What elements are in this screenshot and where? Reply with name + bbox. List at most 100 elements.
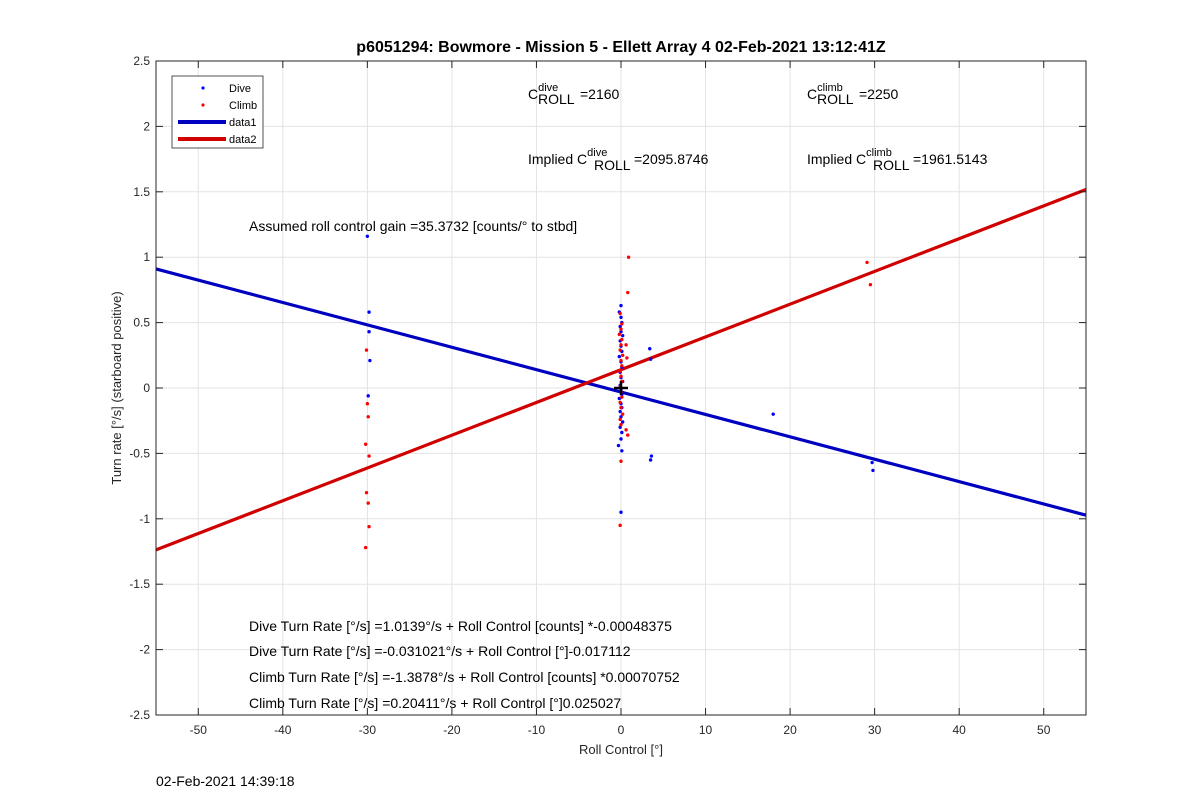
climb-point <box>620 412 625 416</box>
climb-point <box>620 395 624 399</box>
y-tick-label: -2 <box>139 643 150 657</box>
svg-text:Implied Cclimb: Implied Cclimb <box>807 147 892 167</box>
x-tick-label: 20 <box>783 723 797 737</box>
climb-point <box>619 374 623 378</box>
climb-point <box>363 545 368 550</box>
dive-point <box>366 394 370 398</box>
c-roll-dive-annotation: Cdive ROLL =2160 <box>528 82 620 107</box>
x-tick-label: -30 <box>359 723 377 737</box>
climb-point <box>618 400 622 405</box>
c-dive-value: =2160 <box>580 86 620 102</box>
climb-point <box>366 415 370 419</box>
dive-point <box>618 324 622 329</box>
climb-point <box>618 311 622 316</box>
y-tick-label: 2.5 <box>133 54 150 68</box>
climb-point <box>618 523 622 528</box>
y-axis-label: Turn rate [°/s] (starboard positive) <box>109 291 124 484</box>
x-tick-label: 10 <box>699 723 713 737</box>
climb-point <box>364 348 369 352</box>
climb-point <box>626 255 631 259</box>
climb-point <box>367 454 371 458</box>
climb-point <box>366 501 370 505</box>
x-tick-label: 30 <box>868 723 882 737</box>
svg-text:Cdive: Cdive <box>528 82 558 102</box>
legend-dive-label: Dive <box>229 83 251 95</box>
y-tick-label: -2.5 <box>129 708 150 722</box>
y-tick-label: 0.5 <box>133 316 150 330</box>
implied-climb-value: =1961.5143 <box>913 151 988 167</box>
dive-point <box>648 458 653 462</box>
implied-climb-annotation: Implied Cclimb ROLL =1961.5143 <box>807 147 988 173</box>
dive-point <box>620 420 625 424</box>
c-roll-climb-annotation: Cclimb ROLL =2250 <box>807 82 899 107</box>
legend-box <box>171 75 264 149</box>
climb-point <box>619 405 623 410</box>
climb-point <box>626 290 630 295</box>
c-climb-sub: ROLL <box>817 91 854 107</box>
footer-timestamp: 02-Feb-2021 14:39:18 <box>156 773 295 789</box>
dive-point <box>619 303 623 308</box>
dive-point <box>619 415 623 419</box>
svg-text:Implied Cdive: Implied Cdive <box>528 147 607 167</box>
dive-point <box>649 454 654 458</box>
implied-climb-sup: climb <box>866 147 892 159</box>
y-tick-label: 1.5 <box>133 185 150 199</box>
x-tick-label: -40 <box>274 723 292 737</box>
dive-degrees-equation: Dive Turn Rate [°/s] =-0.031021°/s + Rol… <box>249 643 631 659</box>
climb-point <box>624 428 628 432</box>
c-dive-sub: ROLL <box>538 91 575 107</box>
climb-point <box>868 282 873 287</box>
tick-marks <box>156 60 1086 716</box>
dive-point <box>771 412 775 416</box>
dive-point <box>870 460 874 465</box>
c-climb-value: =2250 <box>859 86 899 102</box>
svg-text:Cclimb: Cclimb <box>807 82 843 102</box>
y-tick-label: -1.5 <box>129 577 150 591</box>
climb-point <box>620 364 624 368</box>
x-tick-label: -10 <box>528 723 546 737</box>
climb-degrees-equation: Climb Turn Rate [°/s] =0.20411°/s + Roll… <box>249 695 621 711</box>
y-tick-label: 1 <box>143 250 150 264</box>
dive-point <box>619 510 623 514</box>
implied-climb-prefix: Implied C <box>807 151 866 167</box>
dive-point <box>648 347 652 351</box>
legend-climb-label: Climb <box>229 100 257 112</box>
dive-point <box>368 358 372 363</box>
climb-point <box>865 260 869 265</box>
implied-dive-sub: ROLL <box>594 157 631 173</box>
climb-point <box>363 442 368 446</box>
climb-point <box>619 358 623 363</box>
climb-point <box>624 343 628 347</box>
plot-area <box>155 188 1087 552</box>
x-tick-label: 0 <box>618 723 625 737</box>
dive-counts-equation: Dive Turn Rate [°/s] =1.0139°/s + Roll C… <box>249 618 672 634</box>
climb-point <box>367 524 371 529</box>
dive-point <box>619 315 623 320</box>
legend-climb-marker <box>201 103 205 107</box>
dive-point <box>367 330 371 334</box>
dive-point <box>365 234 370 238</box>
climb-point <box>626 433 630 437</box>
climb-point <box>619 327 623 331</box>
x-axis-label: Roll Control [°] <box>579 742 663 757</box>
y-tick-label: 2 <box>143 119 150 133</box>
dive-point <box>620 430 624 435</box>
legend-data2-label: data2 <box>229 134 257 146</box>
x-tick-label: -50 <box>190 723 208 737</box>
climb-point <box>618 417 622 422</box>
dive-point <box>367 310 371 314</box>
c-dive-sup: dive <box>538 82 558 94</box>
dive-point <box>620 333 625 338</box>
legend-data1-label: data1 <box>229 117 257 129</box>
legend: Dive Climb data1 data2 <box>171 75 264 149</box>
x-tick-label: -20 <box>443 723 461 737</box>
implied-dive-sup: dive <box>587 147 607 159</box>
c-climb-sup: climb <box>817 82 843 94</box>
dive-point <box>648 357 653 361</box>
climb-point <box>619 422 623 427</box>
climb-point <box>619 459 623 463</box>
dive-point <box>620 449 624 453</box>
climb-point <box>619 343 623 347</box>
dive-point <box>619 437 623 441</box>
